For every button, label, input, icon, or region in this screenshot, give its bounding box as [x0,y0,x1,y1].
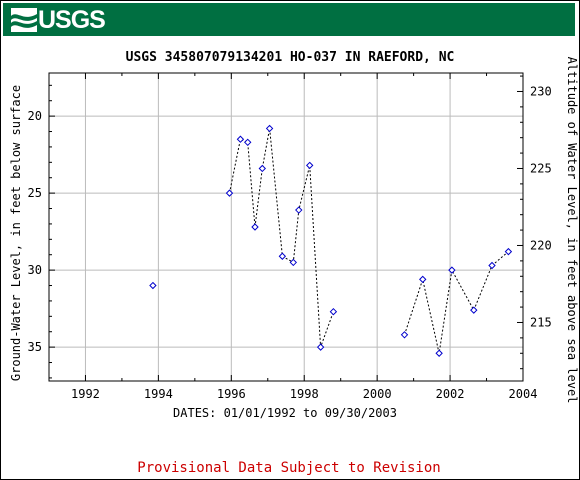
y-left-tick-label: 20 [28,109,42,123]
y-left-tick-label: 30 [28,263,42,277]
data-point [149,281,157,290]
data-point [435,349,443,357]
y-left-tick-label: 35 [28,340,42,354]
x-tick-label: 2002 [436,387,465,401]
data-point [488,261,496,270]
x-tick-label: 1994 [144,387,173,401]
y-right-tick-label: 230 [530,84,552,98]
x-tick-label: 1998 [290,387,319,401]
plot-area [49,73,523,381]
usgs-wave-icon [11,8,37,32]
data-point [225,189,234,197]
data-point [400,331,409,339]
data-point [470,306,478,314]
x-tick-label: 2000 [363,387,392,401]
y-axis-left-label: Ground-Water Level, in feet below surfac… [9,85,23,381]
y-right-tick-label: 225 [530,161,552,175]
y-right-tick-label: 220 [530,238,552,252]
plot-border [48,72,524,382]
chart-title: USGS 345807079134201 HO-037 IN RAEFORD, … [126,50,455,65]
data-point [329,307,338,316]
y-right-tick-label: 215 [530,315,552,329]
data-point [244,138,252,147]
x-tick-label: 1992 [71,387,100,401]
x-axis-label: DATES: 01/01/1992 to 09/30/2003 [173,406,397,420]
data-point [278,252,287,260]
provisional-note: Provisional Data Subject to Revision [137,460,440,476]
data-point [251,223,259,231]
data-point [305,161,314,170]
data-point [448,266,456,274]
x-tick-label: 2004 [509,387,538,401]
data-point [265,124,274,133]
data-point [295,206,303,214]
usgs-logo: USGS [11,6,106,34]
data-point [289,258,297,267]
y-axis-right-label: Altitude of Water Level, in feet above s… [565,57,579,404]
data-point [316,343,325,351]
data-point [419,275,427,284]
data-point [236,135,245,143]
data-point [258,164,267,173]
x-tick-label: 1996 [217,387,246,401]
y-left-tick-label: 25 [28,186,42,200]
usgs-logo-text: USGS [38,6,106,34]
header-banner: USGS [3,3,575,36]
data-point [504,247,513,256]
